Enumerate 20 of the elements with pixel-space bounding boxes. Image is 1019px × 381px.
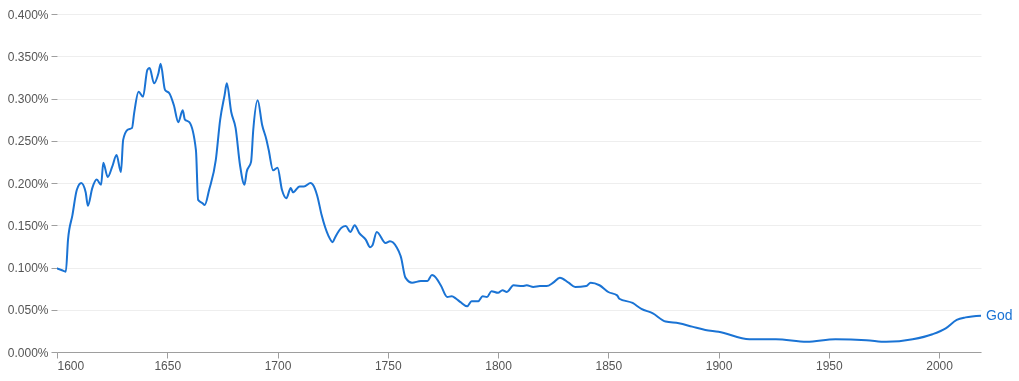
y-tick-label: 0.100% — [7, 261, 49, 275]
y-tick-label: 0.400% — [7, 7, 49, 22]
x-tick-label: 1850 — [595, 358, 623, 373]
line-series — [57, 62, 981, 343]
y-tick-label: 0.150% — [7, 218, 49, 233]
x-tick-label: 1800 — [485, 358, 513, 373]
y-tick-label: 0.050% — [7, 303, 49, 318]
x-tick-label: 1700 — [264, 358, 292, 373]
x-tick-label: 1750 — [374, 358, 402, 373]
y-tick-label: 0.300% — [7, 92, 49, 106]
series-label: God — [986, 306, 1013, 323]
x-tick-label: 1650 — [154, 358, 182, 373]
y-tick-label: 0.200% — [7, 176, 49, 191]
y-tick-label: 0.000% — [7, 345, 49, 360]
x-tick-label: 2000 — [926, 358, 954, 373]
x-tick-label: 1600 — [57, 358, 85, 373]
x-tick-label: 1900 — [705, 358, 733, 373]
y-tick-label: 0.250% — [7, 134, 49, 149]
x-tick-label: 1950 — [815, 358, 844, 373]
y-tick-label: 0.350% — [7, 49, 49, 64]
